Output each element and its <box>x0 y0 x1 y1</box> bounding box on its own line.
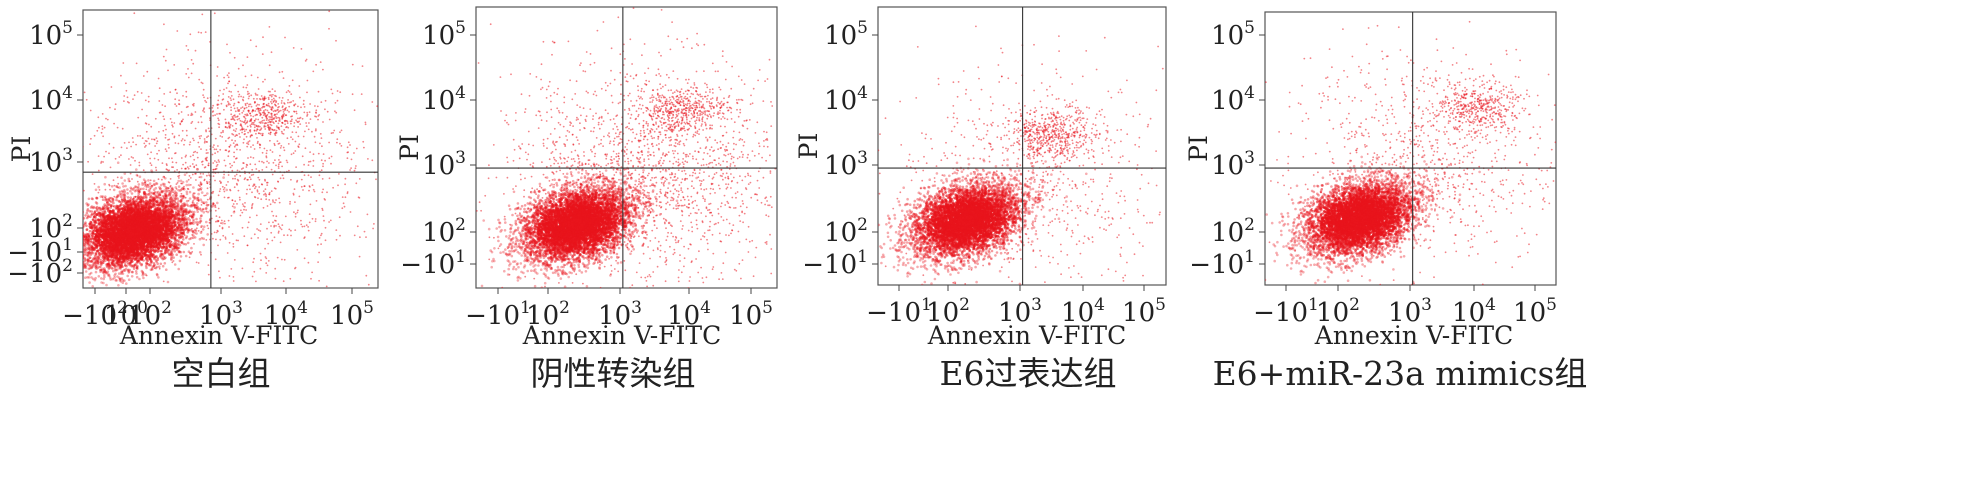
scatter-dots <box>1265 20 1556 285</box>
y-tick-label: 105 <box>824 18 868 51</box>
y-tick-label: 104 <box>1211 83 1255 116</box>
x-tick-label: 103 <box>598 298 642 331</box>
y-tick-label: −101 <box>1189 247 1255 280</box>
y-tick-label: 103 <box>422 148 466 181</box>
plot-frame <box>82 9 379 289</box>
y-axis-label: PI <box>794 133 823 160</box>
x-tick-label: 103 <box>199 298 243 331</box>
panel-caption: 阴性转染组 <box>531 354 696 393</box>
y-tick-label: 105 <box>422 18 466 51</box>
y-tick-label: 102 <box>824 215 868 248</box>
x-tick-label: 102 <box>1316 295 1360 328</box>
x-axis-label: Annexin V-FITC <box>522 321 721 350</box>
x-tick-label: −101 <box>1253 295 1319 328</box>
y-tick-label: 102 <box>422 215 466 248</box>
y-tick-label: 104 <box>422 83 466 116</box>
y-axis-label: PI <box>395 134 424 161</box>
y-tick-label: 105 <box>1211 18 1255 51</box>
x-tick-label: 104 <box>667 298 711 331</box>
x-axis-label: Annexin V-FITC <box>1314 321 1513 350</box>
cluster-late <box>191 80 336 148</box>
cluster-scattered <box>878 25 1164 285</box>
x-tick-label: 105 <box>729 298 773 331</box>
x-tick-label: 104 <box>264 298 308 331</box>
x-tick-label: −101 <box>866 295 932 328</box>
y-tick-label: 103 <box>1211 148 1255 181</box>
cluster-live <box>1265 144 1481 285</box>
x-tick-label: 102 <box>128 298 172 331</box>
y-tick-label: −101 <box>7 235 73 268</box>
cluster-live <box>83 157 256 288</box>
cluster-live <box>878 146 1088 285</box>
cluster-late <box>607 73 746 154</box>
y-tick-label: −102 <box>7 256 73 289</box>
cluster-late <box>997 97 1112 165</box>
x-tick-label: 100 <box>104 298 148 331</box>
x-tick-label: 104 <box>1452 295 1496 328</box>
scatter-dots <box>476 7 777 288</box>
scatter-dots <box>878 25 1164 285</box>
y-axis-label: PI <box>7 136 36 163</box>
x-tick-label: 104 <box>1061 295 1105 328</box>
y-tick-label: −101 <box>400 247 466 280</box>
x-tick-label: −102 <box>62 298 128 331</box>
cluster-scattered <box>476 7 777 288</box>
x-tick-label: 103 <box>998 295 1042 328</box>
x-axis-label: Annexin V-FITC <box>119 321 318 350</box>
y-axis-label: PI <box>1184 135 1213 162</box>
x-tick-label: 105 <box>330 298 374 331</box>
y-tick-label: 104 <box>29 83 73 116</box>
y-tick-label: 102 <box>29 211 73 244</box>
y-tick-label: 103 <box>824 148 868 181</box>
x-axis-label: Annexin V-FITC <box>927 321 1126 350</box>
plot-frame <box>877 6 1167 286</box>
x-tick-label: 102 <box>926 295 970 328</box>
x-tick-label: 102 <box>526 298 570 331</box>
cluster-scattered <box>83 10 378 288</box>
cluster-late <box>1411 71 1540 147</box>
scatter-dots <box>83 10 378 288</box>
y-tick-label: 105 <box>29 18 73 51</box>
x-tick-label: 105 <box>1122 295 1166 328</box>
plot-frame <box>475 6 778 289</box>
y-tick-label: 104 <box>824 83 868 116</box>
panel-caption: E6+miR-23a mimics组 <box>1213 354 1588 393</box>
y-tick-label: 102 <box>1211 215 1255 248</box>
panel-caption: E6过表达组 <box>939 354 1116 393</box>
x-tick-label: 105 <box>1513 295 1557 328</box>
panel-caption: 空白组 <box>172 354 271 393</box>
y-tick-label: 103 <box>29 145 73 178</box>
x-tick-label: 103 <box>1388 295 1432 328</box>
y-tick-label: −101 <box>802 247 868 280</box>
x-tick-label: −101 <box>465 298 531 331</box>
